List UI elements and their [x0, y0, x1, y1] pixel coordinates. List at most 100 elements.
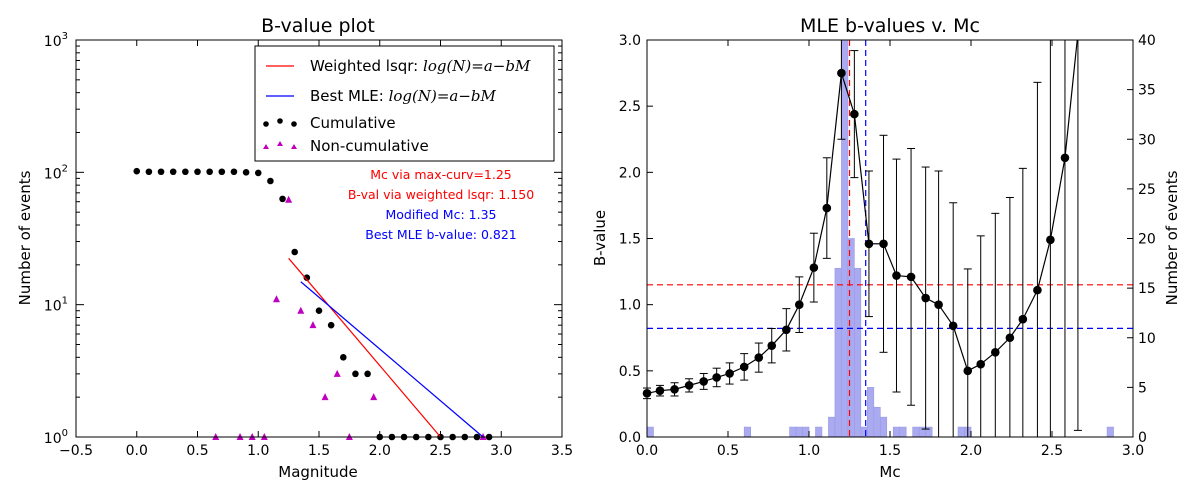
bvalue-point	[782, 325, 791, 335]
bvalue-point	[892, 271, 901, 280]
cumulative-point	[230, 168, 238, 176]
annotation-mc-max-curv: Mc via max-curv=1.25	[370, 167, 512, 182]
cumulative-point	[267, 177, 274, 185]
bvalue-point	[934, 300, 943, 309]
y-tick-label: 101	[44, 296, 68, 315]
y-tick-label: 2.5	[619, 99, 641, 115]
mle-series	[642, 39, 1082, 437]
histogram-bar	[879, 416, 888, 438]
bvalue-plot-legend: Weighted lsqr: log(N)=a−bM Best MLE: log…	[254, 45, 555, 162]
y-tick-label: 1.0	[619, 298, 641, 314]
bvalue-point	[1033, 285, 1042, 295]
x-tick-label: 3.5	[551, 443, 573, 459]
bvalue-line-segment	[1036, 239, 1051, 291]
y2-tick-label: 15	[1138, 281, 1156, 297]
bvalue-line-segment	[813, 207, 828, 268]
histogram-bar	[1106, 426, 1114, 438]
cumulative-point	[194, 168, 201, 176]
x-tick-label: 2.5	[1041, 443, 1063, 459]
y-tick-label: 0.5	[619, 364, 641, 380]
x-tick-label: 3.0	[1122, 443, 1144, 459]
mle-plot-xlabel: Mc	[879, 463, 900, 481]
legend-noncumulative-label: Non-cumulative	[310, 137, 429, 155]
cumulative-point	[218, 168, 226, 176]
histogram-bar	[802, 426, 810, 438]
bvalue-line-segment	[1022, 289, 1038, 320]
bvalue-point	[670, 385, 679, 394]
histogram-bar	[854, 267, 862, 438]
non-cumulative-point	[370, 393, 378, 401]
bvalue-point	[739, 362, 749, 372]
bvalue-line-segment	[840, 72, 855, 115]
histogram-bar	[834, 267, 842, 438]
bvalue-point	[1046, 235, 1055, 245]
histogram-bar	[815, 426, 823, 438]
y-tick-label: 102	[44, 163, 68, 182]
y-tick-label: 100	[44, 428, 68, 447]
y2-tick-label: 30	[1138, 132, 1156, 148]
bvalue-plot-xlabel: Magnitude	[278, 463, 357, 481]
reference-lines	[647, 40, 1133, 437]
non-cumulative-point	[333, 369, 341, 377]
histogram-bar	[899, 426, 907, 438]
x-tick-label: 2.0	[960, 443, 982, 459]
bvalue-point	[906, 272, 916, 282]
bvalue-point	[963, 366, 973, 376]
bvalue-point	[948, 321, 958, 331]
mle-plot-frame	[646, 39, 1134, 438]
cumulative-point	[169, 168, 177, 176]
bvalue-point	[837, 68, 846, 78]
y-tick-label: 3.0	[619, 33, 641, 49]
bvalue-plot-title: B-value plot	[261, 15, 375, 37]
mle-plot-ticks: 0.0 0.5 1.0 1.5 2.0 2.5 3.0 0.0 0.5 1.0 1.5 2.0 2.5 3…	[619, 33, 1156, 459]
bvalue-line-segment	[1064, 39, 1078, 158]
non-cumulative-point	[272, 295, 280, 303]
legend-cumulative-label: Cumulative	[310, 114, 396, 132]
y2-tick-label: 5	[1138, 380, 1147, 396]
x-tick-label: 1.0	[798, 443, 820, 459]
bvalue-line-segment	[798, 267, 815, 305]
bvalue-point	[809, 263, 819, 272]
bvalue-line-segment	[826, 73, 842, 209]
bvalue-point	[1005, 333, 1015, 343]
cumulative-point	[303, 274, 311, 281]
y2-tick-label: 0	[1138, 430, 1147, 446]
x-tick-label: 1.0	[247, 443, 269, 459]
x-tick-label: −0.5	[59, 443, 93, 459]
non-cumulative-point	[297, 306, 305, 314]
histogram-bar	[912, 426, 920, 438]
bvalue-plot-ylabel: Number of events	[16, 170, 34, 305]
bvalue-line-segment	[785, 304, 800, 331]
cumulative-point	[315, 307, 323, 315]
histogram-bar	[873, 406, 881, 438]
histogram-bar	[789, 426, 797, 438]
histogram-bar	[841, 39, 849, 438]
y2-tick-label: 25	[1138, 182, 1156, 198]
non-cumulative-point	[321, 393, 329, 401]
mle-plot-ylabel: B-value	[591, 210, 609, 266]
bvalue-point	[794, 300, 804, 309]
annotation-modified-mc: Modified Mc: 1.35	[386, 207, 497, 222]
cumulative-point	[352, 370, 359, 378]
cumulative-point	[206, 168, 213, 176]
best-mle-fit-line	[300, 281, 484, 438]
bvalue-point	[1018, 314, 1028, 324]
legend-weighted-lsqr-label: Weighted lsqr: log(N)=a−bM	[310, 57, 531, 75]
bvalue-plot-panel: B-value plot Magnitude Number of events …	[16, 15, 573, 481]
y2-tick-label: 40	[1138, 33, 1156, 49]
y-tick-label: 103	[44, 31, 68, 50]
bvalue-point	[712, 373, 721, 382]
bvalue-line-segment	[882, 243, 898, 276]
cumulative-point	[327, 321, 335, 329]
annotation-bval-weighted-lsqr: B-val via weighted lsqr: 1.150	[348, 187, 534, 202]
y2-tick-label: 35	[1138, 83, 1156, 99]
bvalue-point	[850, 109, 859, 119]
bvalue-point	[767, 341, 777, 350]
cumulative-point	[242, 169, 250, 176]
bvalue-point	[754, 353, 764, 362]
histogram-bar	[743, 426, 751, 438]
x-tick-label: 0.0	[126, 443, 148, 459]
legend-noncumulative-marker-icon	[263, 141, 297, 149]
